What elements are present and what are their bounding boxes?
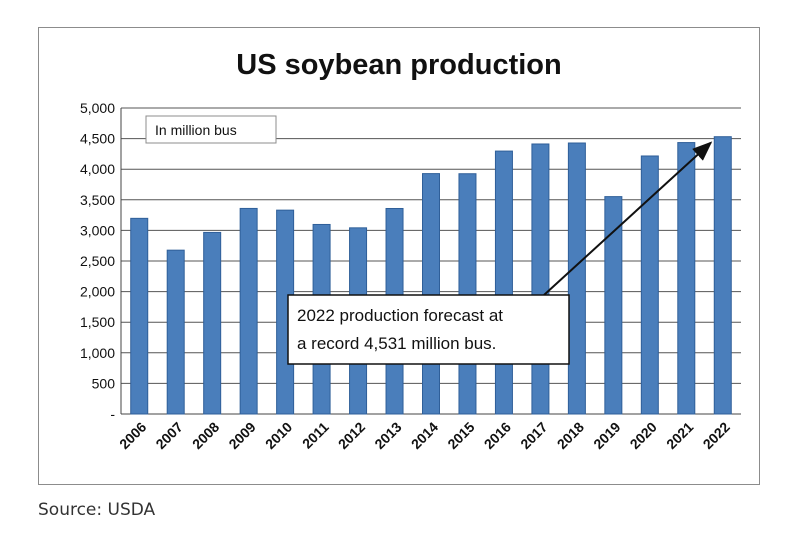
x-tick-label: 2010	[262, 419, 295, 452]
y-tick-label: -	[110, 406, 115, 422]
y-tick-label: 1,500	[80, 314, 115, 330]
unit-label: In million bus	[155, 122, 237, 138]
bar-2015	[458, 173, 477, 415]
annotation-line-2: a record 4,531 million bus.	[297, 334, 496, 353]
bar-2022	[713, 136, 732, 415]
forecast-arrow	[543, 141, 713, 296]
y-tick-labels: - 500 1,000 1,500 2,000 2,500 3,000 3,500 4,000 4…	[80, 100, 115, 422]
x-tick-label: 2013	[371, 419, 404, 452]
y-tick-label: 3,500	[80, 192, 115, 208]
y-tick-label: 1,000	[80, 345, 115, 361]
x-tick-label: 2008	[189, 419, 222, 452]
bar-2020	[640, 155, 659, 415]
x-tick-label: 2014	[408, 419, 441, 452]
unit-label-box: In million bus	[145, 115, 277, 144]
bar-2021	[677, 142, 696, 415]
x-tick-label: 2011	[299, 419, 332, 452]
bar-2016	[494, 150, 513, 415]
annotation-line-1: 2022 production forecast at	[297, 306, 503, 325]
annotation-box: 2022 production forecast at a record 4,5…	[287, 294, 570, 365]
arrow-line	[543, 141, 713, 296]
x-tick-label: 2012	[335, 419, 368, 452]
bar-chart: US soybean production - 500 1,000 1,500 2,00…	[80, 49, 741, 452]
bar-2017	[531, 143, 550, 415]
x-tick-labels: 2006 2007 2008 2009 2010 2011 2012 2013 2014 2015…	[116, 419, 733, 452]
chart-title: US soybean production	[236, 49, 561, 81]
bar-2018	[567, 142, 586, 415]
x-tick-label: 2022	[700, 419, 733, 452]
bar-2009	[239, 207, 258, 415]
bar-2006	[130, 217, 149, 415]
y-tick-label: 500	[92, 375, 116, 391]
x-tick-label: 2009	[225, 419, 258, 452]
x-tick-label: 2016	[481, 419, 514, 452]
y-tick-label: 4,000	[80, 161, 115, 177]
y-tick-label: 2,500	[80, 253, 115, 269]
x-tick-label: 2007	[152, 419, 185, 452]
x-tick-label: 2019	[590, 419, 623, 452]
bar-2008	[203, 231, 222, 415]
bars	[130, 136, 732, 415]
source-note: Source: USDA	[38, 500, 156, 520]
y-tick-label: 3,000	[80, 222, 115, 238]
x-tick-label: 2020	[627, 419, 660, 452]
x-tick-label: 2006	[116, 419, 149, 452]
x-tick-label: 2017	[517, 419, 550, 452]
x-tick-label: 2015	[444, 419, 477, 452]
y-tick-label: 4,500	[80, 131, 115, 147]
x-tick-label: 2018	[554, 419, 587, 452]
bar-2007	[166, 249, 185, 415]
x-tick-label: 2021	[663, 419, 696, 452]
y-tick-label: 5,000	[80, 100, 115, 116]
bar-2014	[422, 173, 440, 415]
bar-2019	[604, 196, 623, 415]
chart-frame: US soybean production - 500 1,000 1,500 2,00…	[38, 27, 760, 485]
y-tick-label: 2,000	[80, 284, 115, 300]
